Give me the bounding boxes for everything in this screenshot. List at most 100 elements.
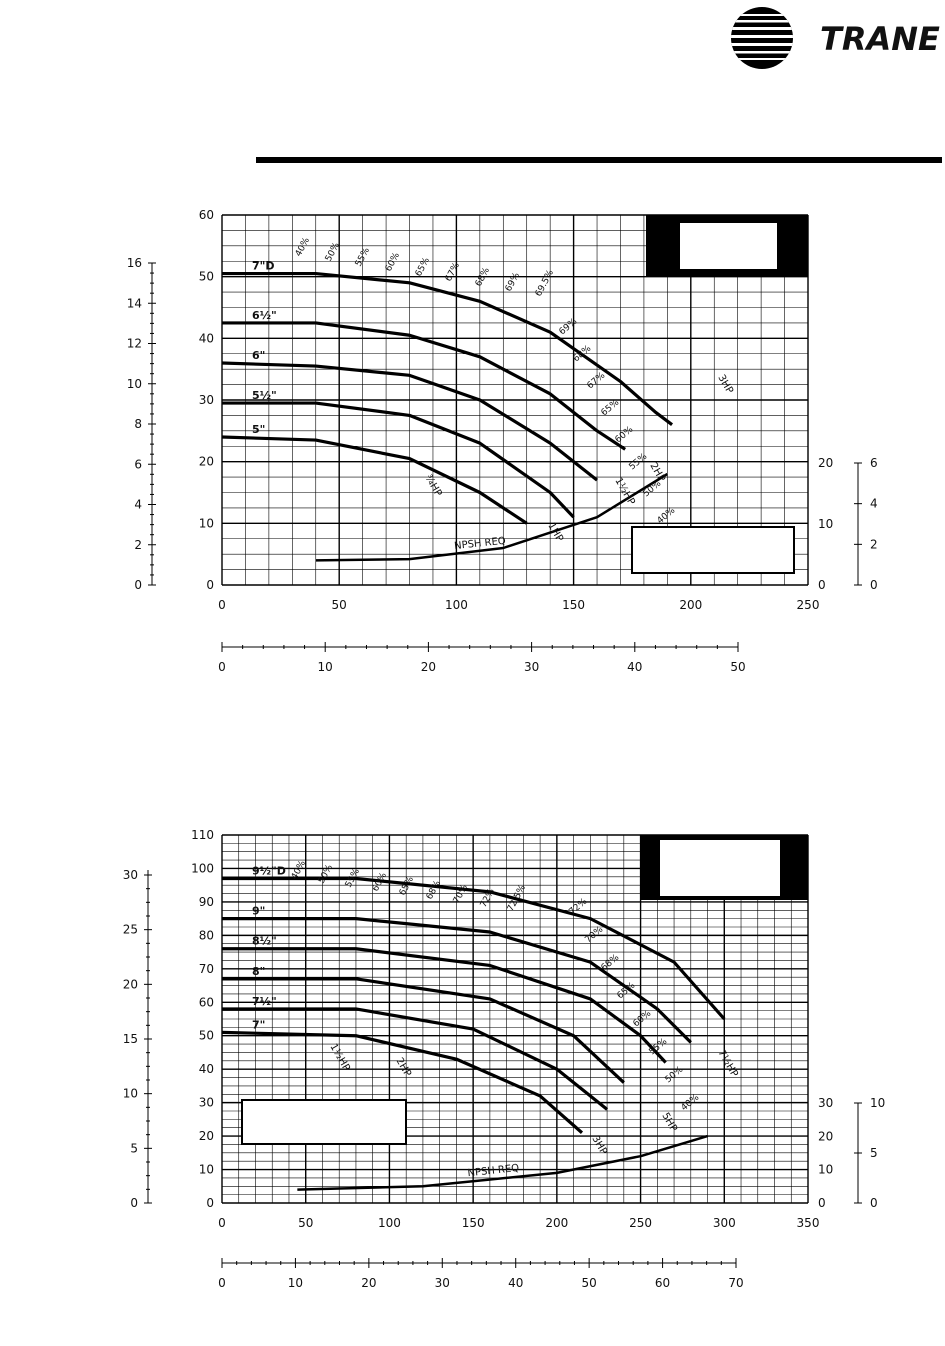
bottom-aux-tick-label: 40: [627, 660, 642, 674]
y-tick-label: 20: [199, 1129, 214, 1143]
y-tick-label: 110: [191, 828, 214, 842]
left-aux-tick-label: 2: [134, 538, 142, 552]
efficiency-label: 50%: [317, 863, 335, 886]
head-curve: [222, 977, 625, 1084]
left-aux-axis: 0 5 10 15 20 25 30: [123, 868, 152, 1210]
corner-white-window: [660, 840, 780, 896]
left-aux-tick-label: 16: [127, 256, 142, 270]
npsh-aux-tick-label: 5: [870, 1146, 878, 1160]
bottom-aux-tick-label: 20: [361, 1276, 376, 1290]
efficiency-label: 69%: [558, 316, 580, 337]
impeller-diameter-label: 9": [252, 905, 265, 918]
head-curve: [222, 917, 692, 1044]
efficiency-label: 69.5%: [534, 268, 556, 298]
y-tick-label: 30: [199, 1096, 214, 1110]
x-tick-label: 100: [445, 598, 468, 612]
x-tick-label: 200: [679, 598, 702, 612]
efficiency-label: 70%: [584, 924, 606, 945]
efficiency-label: 68%: [600, 952, 622, 973]
left-aux-tick-label: 12: [127, 337, 142, 351]
efficiency-label: 67%: [444, 261, 462, 284]
left-aux-tick-label: 5: [130, 1141, 138, 1155]
npsh-aux-tick-label: 2: [870, 537, 878, 551]
y-tick-label: 0: [206, 578, 214, 592]
head-curve: [222, 1007, 609, 1111]
efficiency-label: 60%: [614, 424, 636, 445]
x-tick-label: 300: [713, 1216, 736, 1230]
left-aux-tick-label: 14: [127, 296, 142, 310]
header-rule: [256, 157, 942, 163]
head-curve: [221, 361, 599, 482]
y-tick-label: 100: [191, 861, 214, 875]
horsepower-label: 2HP: [393, 1056, 412, 1079]
npsh-right-tick-label: 10: [818, 1163, 833, 1177]
x-tick-label: 350: [797, 1216, 820, 1230]
left-aux-tick-label: 25: [123, 923, 138, 937]
y-tick-label: 60: [199, 995, 214, 1009]
bottom-aux-tick-label: 30: [435, 1276, 450, 1290]
bottom-aux-tick-label: 10: [318, 660, 333, 674]
x-tick-label: 150: [462, 1216, 485, 1230]
impeller-diameter-label: 7": [252, 1018, 265, 1031]
y-tick-label: 60: [199, 208, 214, 222]
left-aux-tick-label: 8: [134, 417, 142, 431]
bottom-aux-axis: 0 10 20 30 40 50 60 70: [218, 1258, 744, 1290]
npsh-right-tick-label: 0: [818, 1196, 826, 1210]
npsh-curve: [297, 1134, 708, 1191]
impeller-diameter-label: 6": [252, 349, 265, 362]
y-tick-label: 40: [199, 1062, 214, 1076]
npsh-right-tick-label: 20: [818, 456, 833, 470]
npsh-right-tick-label: 20: [818, 1129, 833, 1143]
horsepower-label: 1½HP: [327, 1042, 352, 1074]
impeller-diameter-label: 9½"D: [252, 864, 286, 877]
horsepower-label: 5HP: [659, 1111, 678, 1134]
npsh-aux-tick-label: 4: [870, 497, 878, 511]
x-tick-label: 0: [218, 1216, 226, 1230]
left-aux-tick-label: 0: [130, 1196, 138, 1210]
efficiency-label: 67%: [586, 370, 608, 391]
npsh-right-tick-label: 10: [818, 517, 833, 531]
x-tick-label: 0: [218, 598, 226, 612]
efficiency-label: 40%: [294, 236, 312, 259]
left-aux-tick-label: 6: [134, 457, 142, 471]
bottom-aux-tick-label: 40: [508, 1276, 523, 1290]
grid: [221, 214, 809, 586]
impeller-diameter-label: 8½": [252, 935, 277, 948]
bottom-aux-tick-label: 0: [218, 1276, 226, 1290]
efficiency-label: 60%: [632, 1008, 654, 1029]
y-tick-label: 50: [199, 1029, 214, 1043]
left-aux-tick-label: 10: [123, 1087, 138, 1101]
npsh-label: NPSH REQ: [467, 1163, 520, 1179]
npsh-aux-tick-label: 10: [870, 1096, 885, 1110]
bottom-aux-tick-label: 30: [524, 660, 539, 674]
x-tick-label: 200: [545, 1216, 568, 1230]
npsh-right-tick-label: 0: [818, 578, 826, 592]
y-tick-label: 80: [199, 928, 214, 942]
horsepower-label: 2HP: [647, 461, 666, 484]
impeller-diameter-label: 5½": [252, 389, 277, 402]
npsh-aux-tick-label: 0: [870, 578, 878, 592]
efficiency-label: 68%: [425, 879, 443, 902]
bottom-aux-tick-label: 0: [218, 660, 226, 674]
horsepower-label: 1½HP: [612, 476, 637, 508]
head-curve: [222, 321, 627, 451]
head-curve: [222, 947, 667, 1064]
efficiency-label: 50%: [664, 1064, 686, 1085]
y-tick-label: 20: [199, 455, 214, 469]
npsh-curve: [315, 472, 669, 562]
left-aux-axis: 0 2 4 6 8 10 12 14 16: [127, 256, 156, 592]
trane-logo: TRANE: [731, 7, 940, 69]
efficiency-label: 65%: [398, 875, 416, 898]
head-curve: [221, 1030, 584, 1134]
bottom-aux-tick-label: 50: [730, 660, 745, 674]
impeller-diameter-label: 7½": [252, 995, 277, 1008]
bottom-aux-tick-label: 20: [421, 660, 436, 674]
impeller-diameter-label: 7"D: [252, 260, 275, 273]
bottom-aux-axis: 0 10 20 30 40 50: [218, 642, 746, 674]
npsh-aux-tick-label: 0: [870, 1196, 878, 1210]
y-tick-label: 0: [206, 1196, 214, 1210]
x-tick-label: 50: [298, 1216, 313, 1230]
globe-icon: [731, 7, 793, 69]
head-curve: [222, 271, 674, 426]
left-aux-tick-label: 20: [123, 977, 138, 991]
